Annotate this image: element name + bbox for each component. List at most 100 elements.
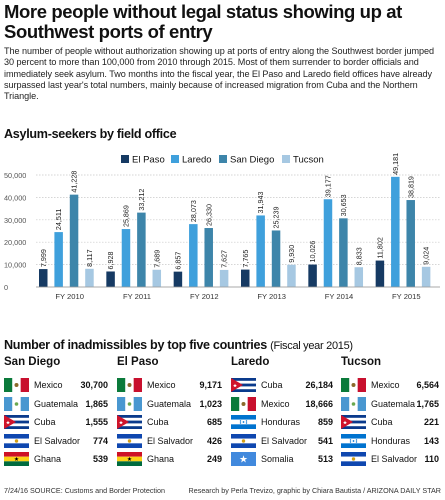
cuba-flag-icon: [341, 415, 366, 429]
country-count: 110: [424, 454, 439, 464]
bar-laredo: [54, 232, 63, 287]
bar-laredo: [256, 215, 265, 287]
country-row: Cuba 1,555: [4, 413, 110, 431]
legend-label: Laredo: [182, 155, 212, 166]
data-label: 33,212: [137, 189, 146, 211]
bar-el-paso: [308, 264, 317, 287]
bar-laredo: [121, 229, 131, 287]
country-row: Mexico 9,171: [117, 376, 224, 394]
country-row: Guatemala 1,865: [4, 394, 110, 413]
country-row: Cuba 26,184: [231, 376, 335, 394]
bar-san-diego: [271, 230, 281, 287]
data-label: 26,330: [204, 204, 213, 226]
honduras-flag-icon: [231, 415, 256, 429]
data-label: 24,511: [54, 209, 63, 230]
el-salvador-flag-icon: [4, 433, 29, 448]
country-count: 30,700: [80, 380, 108, 390]
x-tick-label: FY 2014: [325, 292, 354, 301]
bar-san-diego: [339, 218, 348, 287]
country-row: Ghana 539: [4, 450, 110, 468]
guatemala-flag-icon: [117, 396, 142, 411]
mexico-flag-icon: [117, 378, 142, 392]
country-row: Honduras 859: [231, 413, 335, 431]
data-label: 6,857: [174, 252, 183, 270]
cuba-flag-icon: [231, 378, 256, 392]
data-label: 7,689: [152, 250, 161, 268]
country-row: Somalia 513: [231, 450, 335, 468]
office-title-el-paso: El Paso: [117, 356, 159, 368]
country-name: Mexico: [261, 398, 290, 409]
somalia-flag-icon: [231, 452, 256, 466]
country-count: 1,555: [85, 417, 108, 427]
footer-source: 7/24/16 SOURCE: Customs and Border Prote…: [4, 486, 165, 495]
country-name: Guatemala: [147, 398, 192, 409]
country-name: Cuba: [147, 417, 169, 427]
ghana-flag-icon: [4, 452, 29, 466]
bar-el-paso: [106, 271, 115, 287]
office-title-san-diego: San Diego: [4, 356, 61, 368]
data-label: 7,765: [241, 250, 250, 268]
bar-san-diego: [137, 212, 146, 287]
country-row: Mexico 30,700: [4, 376, 110, 394]
data-label: 30,653: [339, 194, 348, 216]
inadmissibles-table: San Diego Mexico 30,700 Guatemala 1,865 Cuba 1…: [0, 356, 445, 466]
data-label: 41,228: [70, 171, 79, 193]
data-label: 7,999: [39, 249, 48, 267]
asylum-bar-chart: El Paso Laredo San Diego Tucson 0 10,000 20,00…: [4, 153, 440, 301]
country-count: 859: [317, 417, 333, 427]
x-tick-label: FY 2012: [190, 292, 219, 301]
legend-swatch-el-paso: [121, 155, 129, 163]
country-name: Guatemala: [34, 398, 79, 409]
data-label: 8,117: [85, 249, 94, 266]
office-title-tucson: Tucson: [341, 356, 382, 368]
legend-swatch-laredo: [171, 155, 179, 163]
y-tick-label: 20,000: [4, 238, 26, 247]
inadmissibles-title: Number of inadmissibles by top five coun…: [4, 338, 353, 352]
data-label: 25,239: [272, 206, 281, 228]
country-row: El Salvador 541: [231, 431, 335, 450]
country-name: Cuba: [371, 417, 393, 427]
intro-paragraph: The number of people without authorizati…: [4, 46, 435, 102]
bar-tucson: [354, 267, 364, 287]
country-count: 1,865: [85, 398, 108, 409]
country-name: Ghana: [147, 454, 175, 464]
data-label: 9,024: [422, 247, 431, 265]
y-tick-label: 10,000: [4, 261, 26, 270]
x-tick-label: FY 2015: [392, 292, 421, 301]
mexico-flag-icon: [341, 378, 366, 392]
country-count: 513: [317, 454, 333, 464]
data-label: 38,819: [406, 176, 415, 198]
data-label: 9,930: [287, 245, 296, 263]
bar-el-paso: [39, 269, 48, 287]
y-tick-label: 40,000: [4, 193, 26, 202]
country-row: Guatemala 1,765: [341, 394, 441, 413]
data-label: 6,928: [106, 251, 115, 269]
bar-san-diego: [204, 228, 213, 287]
country-row: Cuba 685: [117, 413, 224, 431]
cuba-flag-icon: [117, 415, 142, 429]
data-label: 7,627: [220, 250, 229, 268]
y-tick-label: 50,000: [4, 171, 26, 180]
bar-el-paso: [173, 271, 183, 287]
y-tick-label: 30,000: [4, 216, 26, 225]
data-label: 8,833: [354, 247, 363, 265]
data-label: 10,026: [308, 241, 317, 263]
country-name: El Salvador: [371, 454, 418, 464]
country-count: 221: [423, 417, 439, 427]
bar-san-diego: [406, 200, 415, 287]
bar-el-paso: [375, 260, 385, 287]
office-title-laredo: Laredo: [231, 356, 270, 368]
country-count: 18,666: [305, 398, 333, 409]
bar-laredo: [391, 176, 400, 287]
guatemala-flag-icon: [4, 396, 29, 411]
country-name: Ghana: [34, 454, 62, 464]
legend-swatch-san-diego: [219, 155, 227, 163]
mexico-flag-icon: [4, 378, 29, 392]
country-row: Ghana 249: [117, 450, 224, 468]
country-count: 249: [206, 454, 222, 464]
bar-san-diego: [69, 194, 79, 287]
data-label: 28,073: [189, 200, 198, 222]
el-salvador-flag-icon: [341, 452, 366, 466]
footer-credit: Research by Perla Trevizo, graphic by Ch…: [188, 486, 441, 495]
legend-swatch-tucson: [282, 155, 290, 163]
